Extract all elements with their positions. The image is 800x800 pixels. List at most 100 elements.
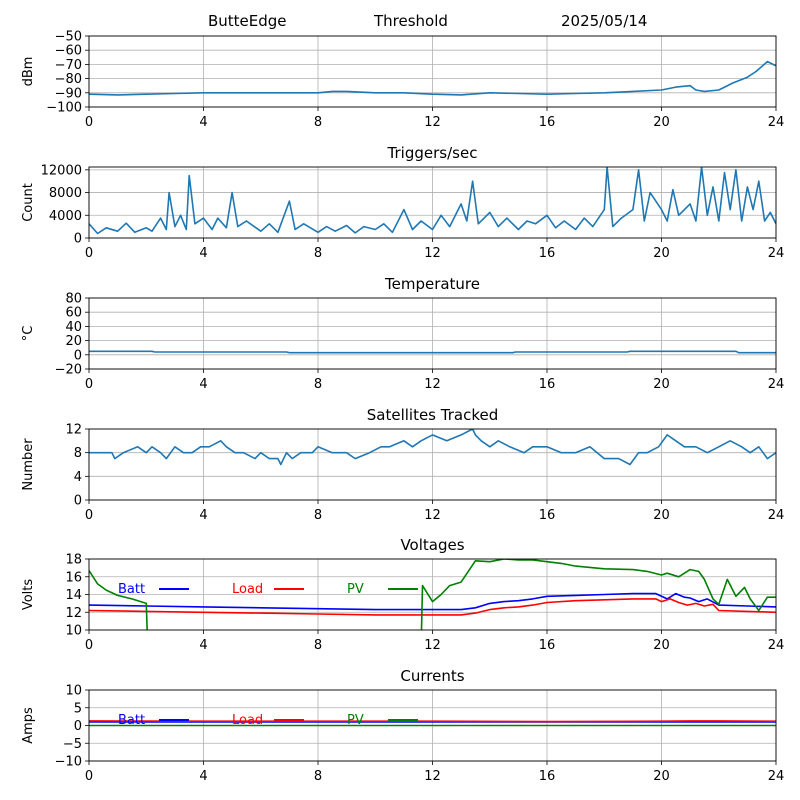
- x-tick-label: 8: [314, 769, 322, 784]
- x-tick-label: 16: [539, 769, 556, 784]
- panel-4: 0 4 8 12 16 20 24 0 4 8 12 Satellites Tracked Number: [21, 406, 784, 523]
- x-tick-label: 8: [314, 508, 322, 523]
- x-tick-label: 16: [539, 377, 556, 392]
- x-tick-label: 0: [85, 508, 93, 523]
- x-tick-label: 12: [424, 377, 441, 392]
- header-mode: Threshold: [373, 12, 448, 30]
- y-tick-label: −90: [55, 86, 82, 101]
- x-tick-label: 16: [539, 638, 556, 653]
- series-line: [89, 429, 776, 466]
- y-tick-label: −10: [55, 755, 82, 770]
- legend-label-load: Load: [232, 582, 263, 597]
- legend-label-pv: PV: [347, 713, 364, 728]
- x-tick-label: 0: [85, 638, 93, 653]
- x-tick-label: 0: [85, 246, 93, 261]
- y-axis-label: dBm: [21, 57, 36, 87]
- panel-title: Voltages: [400, 536, 464, 554]
- series-line-batt: [89, 592, 776, 611]
- y-tick-label: 0: [74, 719, 82, 734]
- y-axis-label: °C: [21, 326, 36, 342]
- x-tick-label: 4: [199, 377, 207, 392]
- x-tick-label: 24: [768, 115, 785, 130]
- y-tick-label: −80: [55, 72, 82, 87]
- y-tick-label: 4000: [49, 209, 82, 224]
- x-tick-label: 8: [314, 246, 322, 261]
- x-tick-label: 4: [199, 246, 207, 261]
- series-line: [89, 167, 776, 235]
- y-tick-label: 0: [74, 348, 82, 363]
- y-tick-label: 4: [74, 470, 82, 485]
- x-tick-label: 4: [199, 769, 207, 784]
- header-date: 2025/05/14: [561, 12, 647, 30]
- y-tick-label: −70: [55, 58, 82, 73]
- x-tick-label: 16: [539, 508, 556, 523]
- x-tick-label: 24: [768, 246, 785, 261]
- x-tick-label: 8: [314, 115, 322, 130]
- y-tick-label: −50: [55, 30, 82, 45]
- y-tick-label: 12: [65, 606, 82, 621]
- legend-label-load: Load: [232, 713, 263, 728]
- y-tick-label: 40: [65, 320, 82, 335]
- y-tick-label: 5: [74, 701, 82, 716]
- x-tick-label: 24: [768, 769, 785, 784]
- panel-title: Satellites Tracked: [367, 406, 498, 424]
- header-station: ButteEdge: [208, 12, 287, 30]
- x-tick-label: 8: [314, 638, 322, 653]
- plot-frame: [88, 297, 777, 370]
- y-tick-label: −5: [63, 737, 82, 752]
- y-tick-label: 10: [65, 684, 82, 699]
- x-tick-label: 12: [424, 115, 441, 130]
- y-tick-label: 18: [65, 553, 82, 568]
- y-tick-label: −20: [55, 363, 82, 378]
- y-axis-label: Amps: [21, 707, 36, 744]
- y-tick-label: 12000: [41, 163, 82, 178]
- plot-frame: [88, 428, 777, 501]
- panel-2: 0 4 8 12 16 20 24 0 4000 8000 12000 Triggers/sec Cou…: [21, 144, 784, 261]
- x-tick-label: 0: [85, 769, 93, 784]
- legend-label-batt: Batt: [118, 713, 145, 728]
- x-tick-label: 4: [199, 508, 207, 523]
- x-tick-label: 12: [424, 638, 441, 653]
- plot-frame: [88, 166, 777, 239]
- x-tick-label: 4: [199, 638, 207, 653]
- y-tick-label: 80: [65, 292, 82, 307]
- y-tick-label: 0: [74, 232, 82, 247]
- y-tick-label: 0: [74, 494, 82, 509]
- x-tick-label: 12: [424, 246, 441, 261]
- y-tick-label: 10: [65, 624, 82, 639]
- x-tick-label: 20: [653, 508, 670, 523]
- plot-frame: [88, 689, 777, 762]
- y-tick-label: −100: [46, 101, 82, 116]
- panel-title: Currents: [400, 667, 464, 685]
- y-axis-label: Volts: [21, 579, 36, 611]
- y-tick-label: 60: [65, 306, 82, 321]
- series-line-load: [89, 720, 776, 723]
- series-line-load: [89, 598, 776, 616]
- x-tick-label: 4: [199, 115, 207, 130]
- y-axis-label: Number: [21, 438, 36, 491]
- series-line: [89, 350, 776, 354]
- panel-6: 0 4 8 12 16 20 24 −10 −5 0 5 10 Currents Amps Batt Load…: [21, 667, 784, 784]
- plot-frame: [88, 558, 777, 631]
- panel-5: 0 4 8 12 16 20 24 10 12 14 16 18 Voltages Volts Batt Lo…: [21, 536, 784, 653]
- legend-label-pv: PV: [347, 582, 364, 597]
- y-tick-label: 14: [65, 588, 82, 603]
- y-tick-label: 16: [65, 570, 82, 585]
- x-tick-label: 0: [85, 115, 93, 130]
- y-tick-label: 8000: [49, 186, 82, 201]
- x-tick-label: 20: [653, 246, 670, 261]
- plot-frame: [88, 35, 777, 108]
- x-tick-label: 20: [653, 769, 670, 784]
- panel-title: Temperature: [384, 275, 480, 293]
- y-tick-label: 8: [74, 446, 82, 461]
- x-tick-label: 20: [653, 115, 670, 130]
- x-tick-label: 24: [768, 377, 785, 392]
- panel-title: Triggers/sec: [387, 144, 478, 162]
- x-tick-label: 24: [768, 508, 785, 523]
- x-tick-label: 0: [85, 377, 93, 392]
- x-tick-label: 24: [768, 638, 785, 653]
- x-tick-label: 16: [539, 115, 556, 130]
- y-axis-label: Count: [21, 183, 36, 222]
